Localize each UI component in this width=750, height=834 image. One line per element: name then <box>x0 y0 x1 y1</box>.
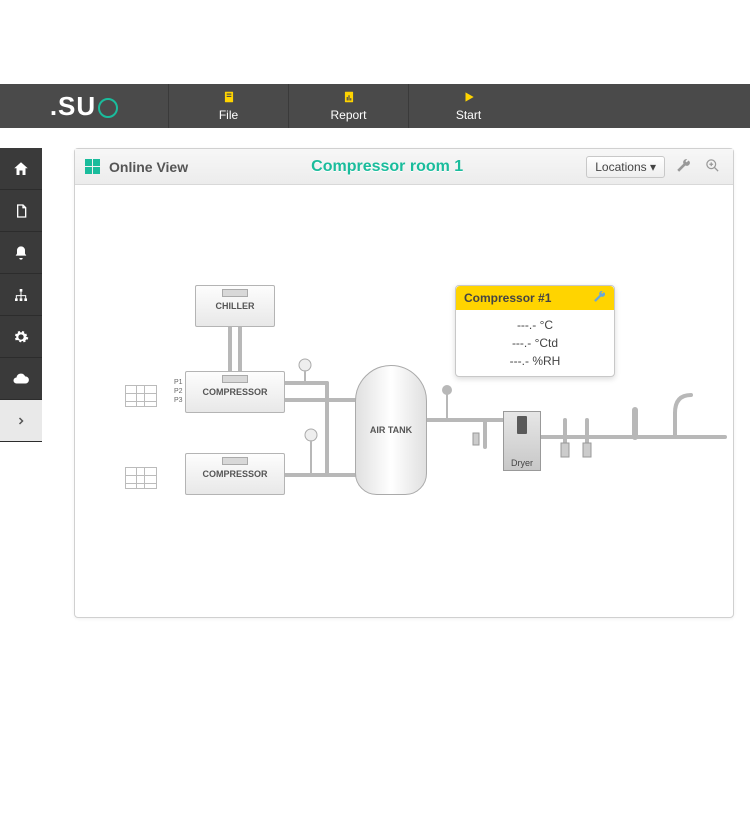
dryer-unit[interactable]: Dryer <box>503 411 541 471</box>
sidebar-document[interactable] <box>0 190 42 232</box>
chiller-unit[interactable]: CHILLER <box>195 285 275 327</box>
menu-report[interactable]: Report <box>288 84 408 128</box>
sensor-tooltip: Compressor #1 ---.- °C ---.- °Ctd ---.- … <box>455 285 615 377</box>
compressor-1-ports: P1P2P3 <box>174 378 183 405</box>
zoom-in-icon[interactable] <box>702 158 723 176</box>
play-icon <box>462 90 476 106</box>
report-icon <box>342 90 356 106</box>
brand-ring-icon <box>98 98 118 118</box>
online-view-panel: Online View Compressor room 1 Locations … <box>74 148 734 618</box>
compressor-1-label: COMPRESSOR <box>202 387 267 397</box>
locations-dropdown[interactable]: Locations ▾ <box>586 156 665 178</box>
tooltip-title: Compressor #1 <box>464 291 551 305</box>
tooltip-row-1: ---.- °Ctd <box>466 334 604 352</box>
menu-file[interactable]: File <box>168 84 288 128</box>
process-diagram: CHILLER P1P2P3 COMPRESSOR COMPRESSOR AIR… <box>75 185 733 617</box>
menu-report-label: Report <box>330 108 366 122</box>
sidebar-alerts[interactable] <box>0 232 42 274</box>
sidebar-expand[interactable] <box>0 400 42 442</box>
sidebar-cloud[interactable] <box>0 358 42 400</box>
menu-start-label: Start <box>456 108 481 122</box>
file-icon <box>222 90 236 106</box>
filter-grid-2 <box>125 467 157 489</box>
menu-file-label: File <box>219 108 238 122</box>
sidebar-settings[interactable] <box>0 316 42 358</box>
menu-start[interactable]: Start <box>408 84 528 128</box>
panel-title: Online View <box>109 159 188 175</box>
left-sidebar <box>0 148 42 442</box>
compressor-1[interactable]: P1P2P3 COMPRESSOR <box>185 371 285 413</box>
panel-header: Online View Compressor room 1 Locations … <box>75 149 733 185</box>
filter-grid-1 <box>125 385 157 407</box>
tooltip-row-2: ---.- %RH <box>466 352 604 370</box>
panel-grid-icon <box>85 159 101 175</box>
air-tank[interactable]: AIR TANK <box>355 365 427 495</box>
wrench-icon[interactable] <box>673 158 694 176</box>
chiller-label: CHILLER <box>216 301 255 311</box>
locations-label: Locations <box>595 160 646 174</box>
brand-logo: .SU <box>0 84 168 128</box>
tooltip-header: Compressor #1 <box>456 286 614 310</box>
dryer-label: Dryer <box>511 458 533 468</box>
tooltip-wrench-icon[interactable] <box>593 290 606 306</box>
compressor-2-label: COMPRESSOR <box>202 469 267 479</box>
panel-subtitle: Compressor room 1 <box>196 158 578 176</box>
sidebar-network[interactable] <box>0 274 42 316</box>
air-tank-label: AIR TANK <box>370 425 412 435</box>
tooltip-row-0: ---.- °C <box>466 316 604 334</box>
tooltip-body: ---.- °C ---.- °Ctd ---.- %RH <box>456 310 614 376</box>
caret-down-icon: ▾ <box>650 160 656 174</box>
brand-text: .SU <box>50 91 96 122</box>
compressor-2[interactable]: COMPRESSOR <box>185 453 285 495</box>
top-menubar: .SU File Report Start <box>0 84 750 128</box>
sidebar-home[interactable] <box>0 148 42 190</box>
